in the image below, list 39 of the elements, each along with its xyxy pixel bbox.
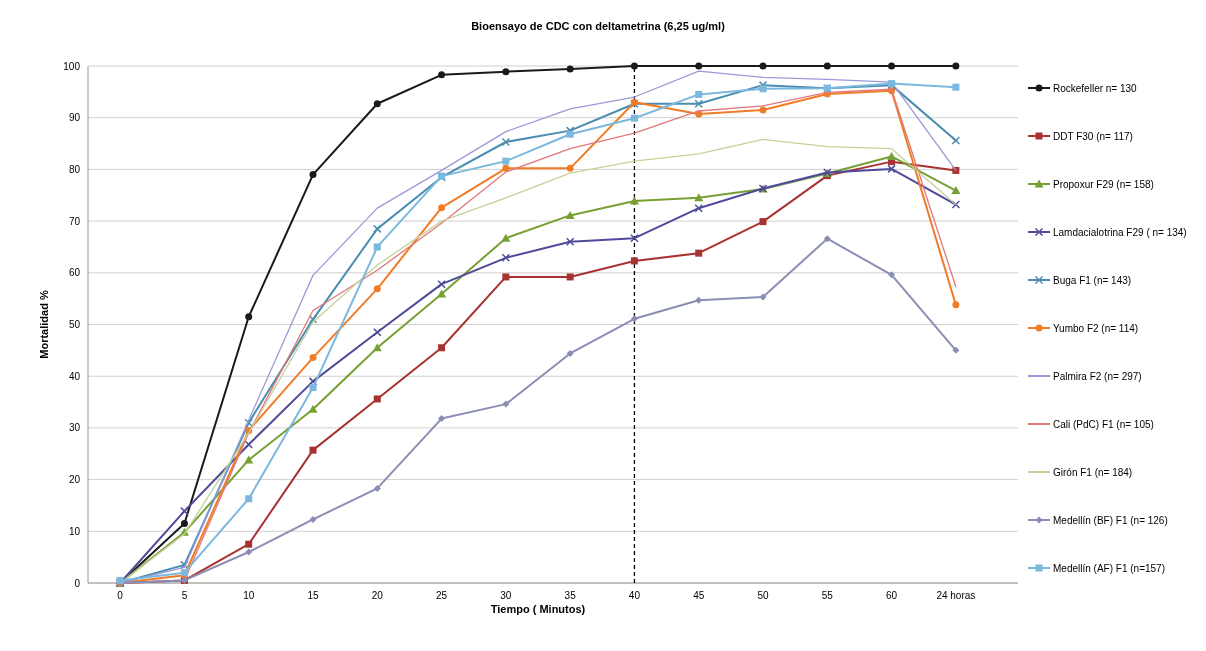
legend-label: Medellín (BF) F1 (n= 126)	[1053, 514, 1168, 526]
x-tick-label: 15	[307, 590, 319, 601]
y-tick-label: 40	[68, 370, 81, 382]
y-tick-label: 80	[68, 163, 81, 175]
x-tick-label: 5	[181, 590, 188, 601]
x-tick-label: 60	[886, 590, 898, 601]
legend-label: DDT F30 (n= 117)	[1053, 130, 1133, 142]
y-tick-label: 90	[68, 112, 81, 124]
y-tick-label: 60	[68, 267, 81, 279]
y-tick-label: 30	[68, 422, 81, 434]
x-tick-label: 50	[757, 590, 769, 601]
x-tick-label: 0	[117, 590, 124, 601]
legend-label: Propoxur F29 (n= 158)	[1053, 178, 1154, 190]
legend-label: Medellín (AF) F1 (n=157)	[1053, 562, 1165, 574]
legend-label: Yumbo F2 (n= 114)	[1053, 322, 1139, 334]
legend-label: Cali (PdC) F1 (n= 105)	[1053, 418, 1154, 430]
chart-title: Bioensayo de CDC con deltametrina (6,25 ug/ml)	[471, 20, 726, 32]
legend-label: Lamdacialotrina F29 ( n= 134)	[1053, 226, 1187, 238]
y-tick-label: 100	[63, 60, 81, 72]
y-axis-title: Mortalidad %	[38, 290, 50, 359]
x-tick-label: 20	[371, 590, 384, 601]
legend-label: Girón F1 (n= 184)	[1053, 466, 1133, 478]
y-tick-label: 50	[68, 319, 81, 330]
legend-label: Palmira F2 (n= 297)	[1053, 370, 1142, 382]
y-tick-label: 70	[68, 215, 81, 227]
x-tick-label: 25	[436, 590, 448, 601]
y-tick-label: 20	[68, 474, 81, 486]
x-tick-label: 24 horas	[936, 590, 976, 601]
x-tick-label: 10	[243, 590, 255, 601]
x-tick-label: 55	[821, 590, 834, 601]
legend-label: Buga F1 (n= 143)	[1053, 274, 1132, 286]
x-axis-title: Tiempo ( Minutos)	[490, 603, 586, 615]
x-tick-label: 30	[500, 590, 512, 601]
legend-label: Rockefeller n= 130	[1053, 82, 1138, 94]
y-tick-label: 0	[74, 577, 81, 589]
x-tick-label: 40	[628, 590, 641, 601]
x-tick-label: 45	[693, 590, 705, 601]
y-tick-label: 10	[68, 525, 81, 537]
x-tick-label: 35	[564, 590, 577, 601]
